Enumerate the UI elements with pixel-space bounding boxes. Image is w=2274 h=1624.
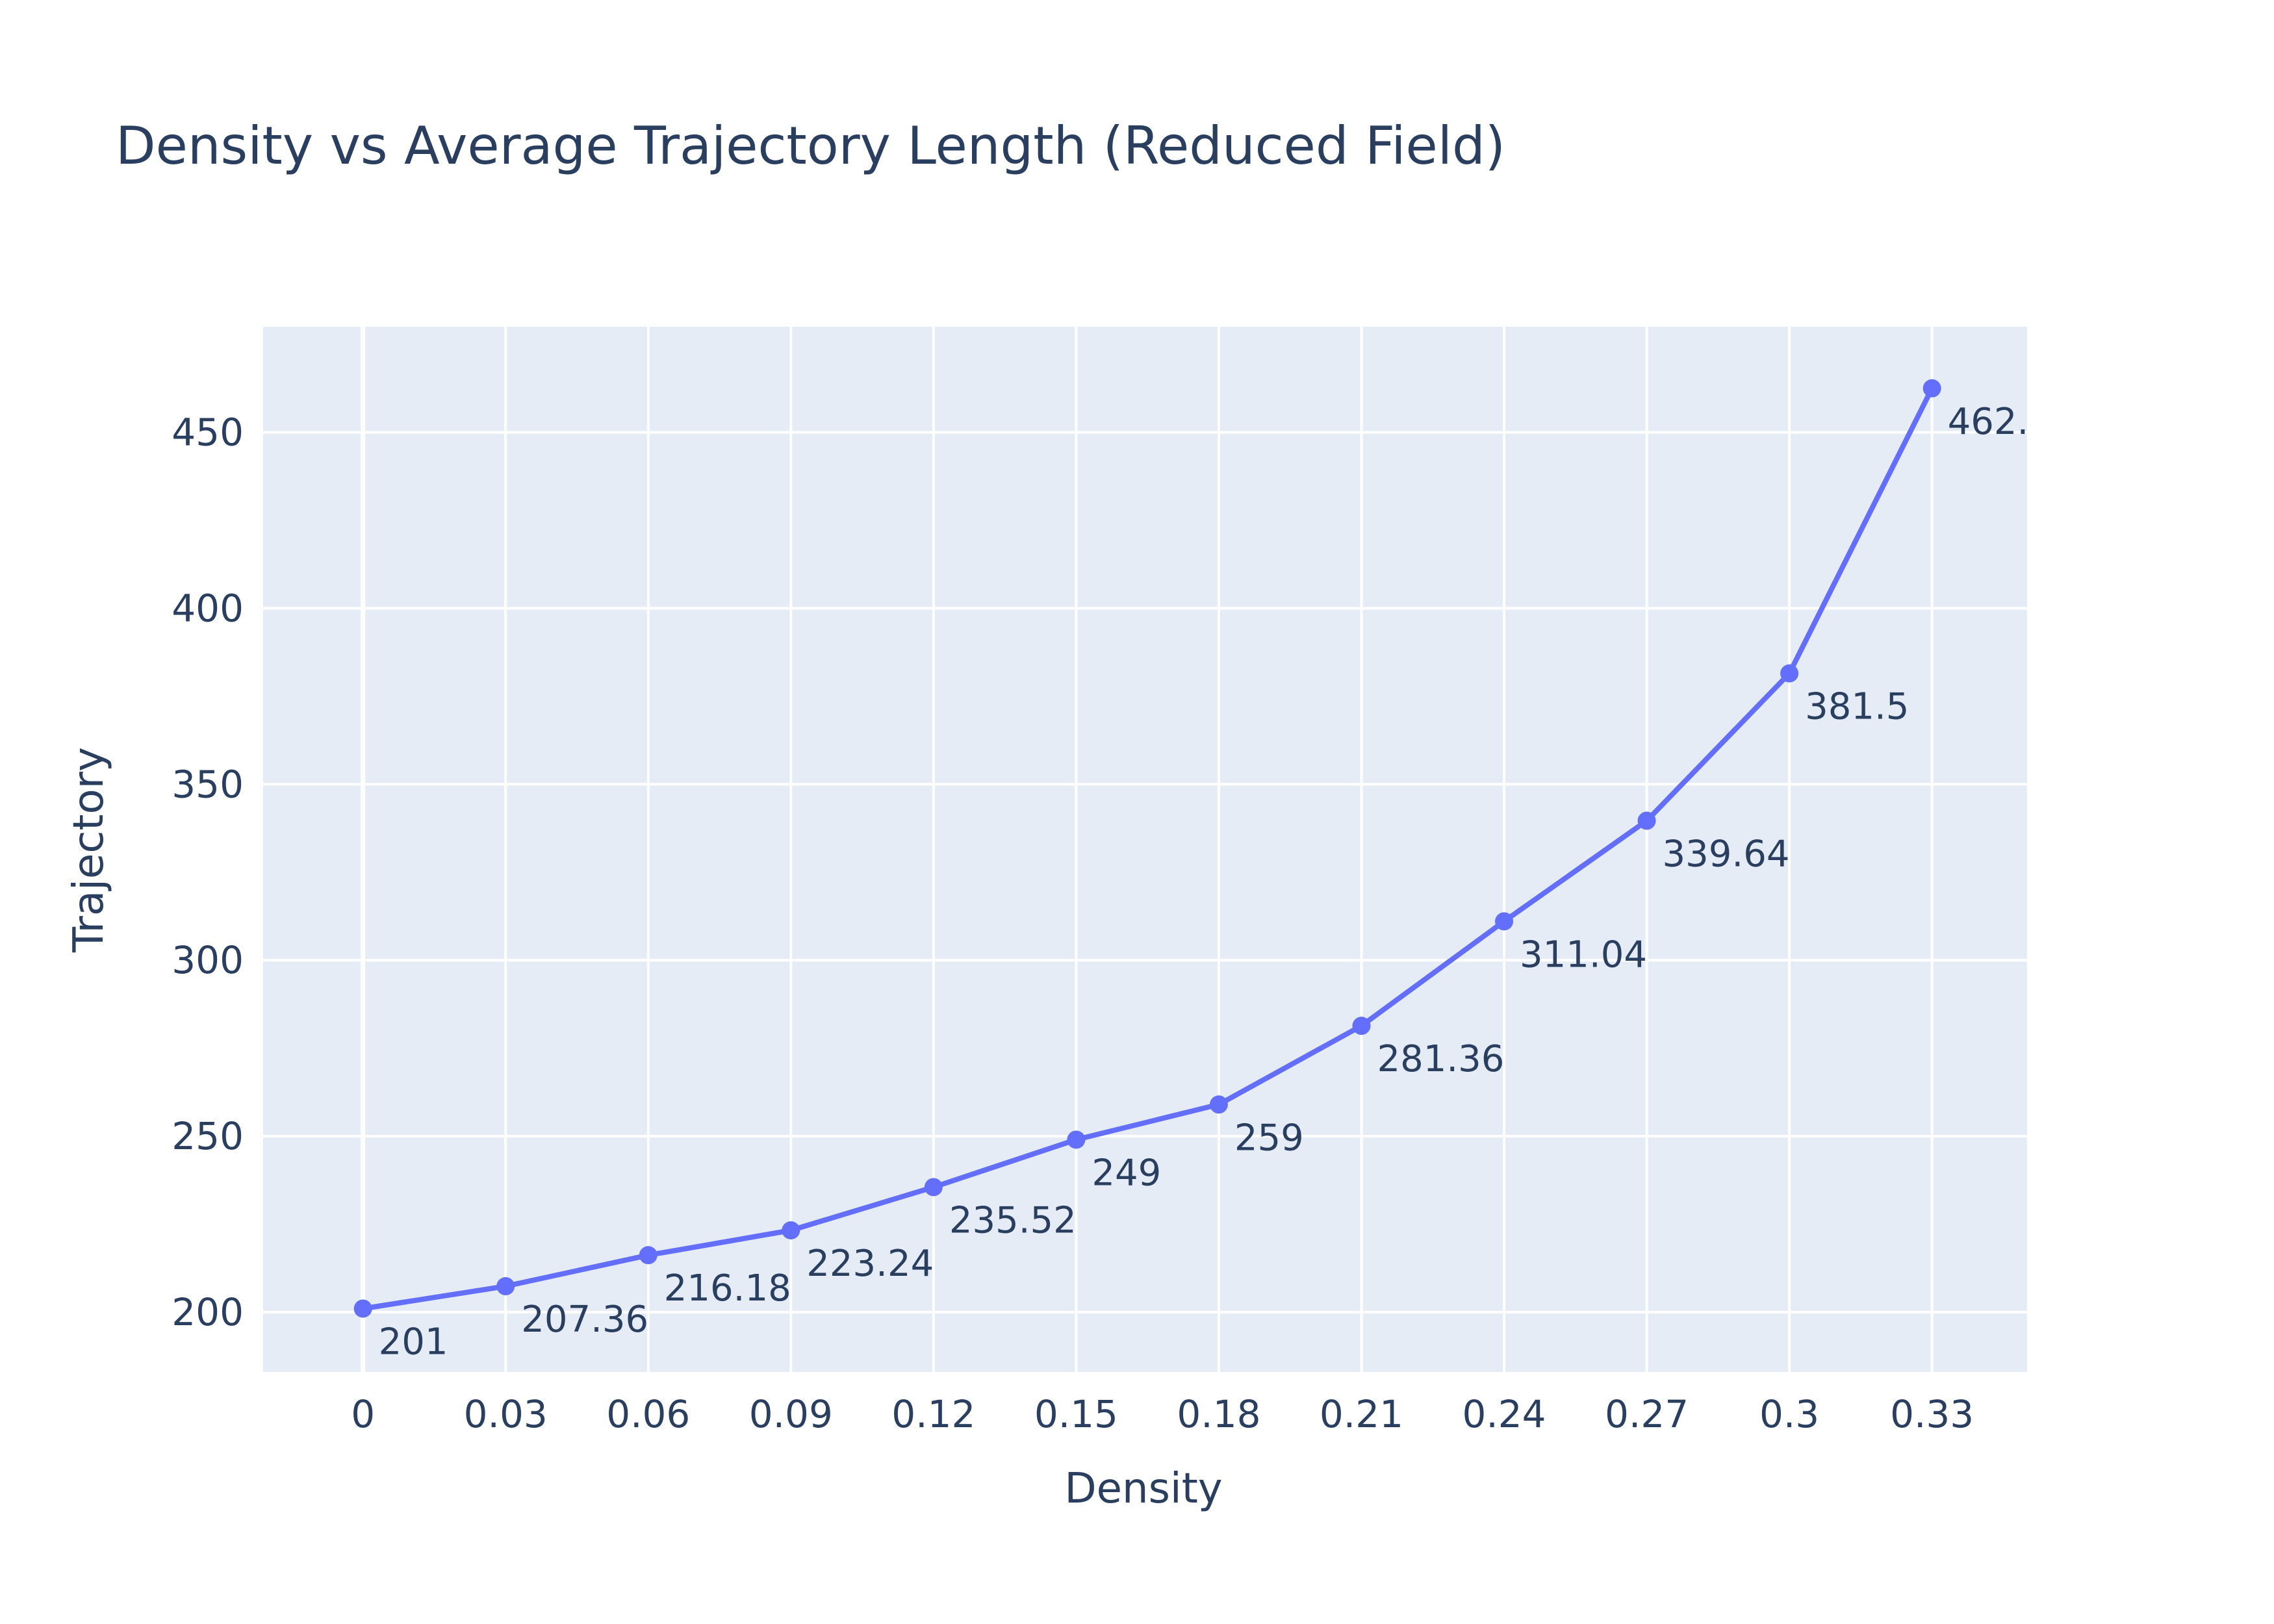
data-point (1923, 379, 1941, 398)
data-label: 249 (1092, 1152, 1161, 1194)
y-tick-label: 450 (172, 411, 244, 455)
data-point (1495, 912, 1514, 931)
plot-area (263, 327, 2027, 1372)
y-axis-ticks: 200 250 300 350 400 450 (172, 411, 244, 1334)
series-line (363, 387, 1935, 1312)
data-label: 462. (1948, 401, 2029, 443)
x-tick-label: 0.03 (464, 1392, 548, 1436)
data-label: 223.24 (806, 1243, 934, 1285)
x-tick-label: 0.3 (1759, 1392, 1819, 1436)
series (353, 379, 1941, 1318)
chart-title: Density vs Average Trajectory Length (Re… (116, 116, 1505, 176)
data-point (1067, 1130, 1086, 1149)
x-axis-title: Density (1064, 1465, 1222, 1513)
data-point (496, 1277, 515, 1296)
data-point (639, 1246, 658, 1265)
x-axis-ticks: 0 0.03 0.06 0.09 0.12 0.15 0.18 0.21 0.24 0.27 0.3… (351, 1392, 1974, 1436)
x-tick-label: 0.21 (1320, 1392, 1403, 1436)
y-axis-title: Trajectory (65, 747, 113, 953)
data-point (1637, 811, 1656, 830)
data-label: 207.36 (521, 1299, 648, 1341)
data-point (1352, 1017, 1371, 1035)
x-tick-label: 0.27 (1605, 1392, 1689, 1436)
y-tick-label: 300 (172, 938, 244, 982)
data-label: 216.18 (664, 1267, 791, 1310)
data-label: 259 (1234, 1117, 1304, 1159)
x-tick-label: 0.12 (891, 1392, 975, 1436)
data-label: 281.36 (1377, 1038, 1504, 1080)
data-labels: 201 207.36 216.18 223.24 235.52 249 259 281.36 3… (379, 401, 2029, 1364)
x-tick-label: 0.09 (749, 1392, 833, 1436)
x-gridlines (361, 327, 1934, 1372)
data-label: 235.52 (949, 1199, 1077, 1241)
data-label: 339.64 (1663, 833, 1790, 875)
y-tick-label: 200 (172, 1290, 244, 1334)
data-point (353, 1299, 372, 1318)
data-point (924, 1178, 943, 1197)
data-point (782, 1221, 800, 1239)
y-tick-label: 250 (172, 1114, 244, 1158)
x-tick-label: 0.33 (1890, 1392, 1974, 1436)
data-label: 201 (379, 1321, 448, 1363)
data-point (1209, 1095, 1228, 1114)
x-tick-label: 0.06 (606, 1392, 690, 1436)
data-label: 381.5 (1805, 686, 1909, 728)
y-tick-label: 400 (172, 586, 244, 630)
x-tick-label: 0.24 (1462, 1392, 1546, 1436)
data-label: 311.04 (1520, 933, 1647, 976)
data-point (1780, 664, 1799, 683)
x-tick-label: 0 (351, 1392, 375, 1436)
y-gridlines (263, 431, 2027, 1313)
x-tick-label: 0.18 (1177, 1392, 1260, 1436)
x-tick-label: 0.15 (1034, 1392, 1118, 1436)
y-tick-label: 350 (172, 762, 244, 806)
